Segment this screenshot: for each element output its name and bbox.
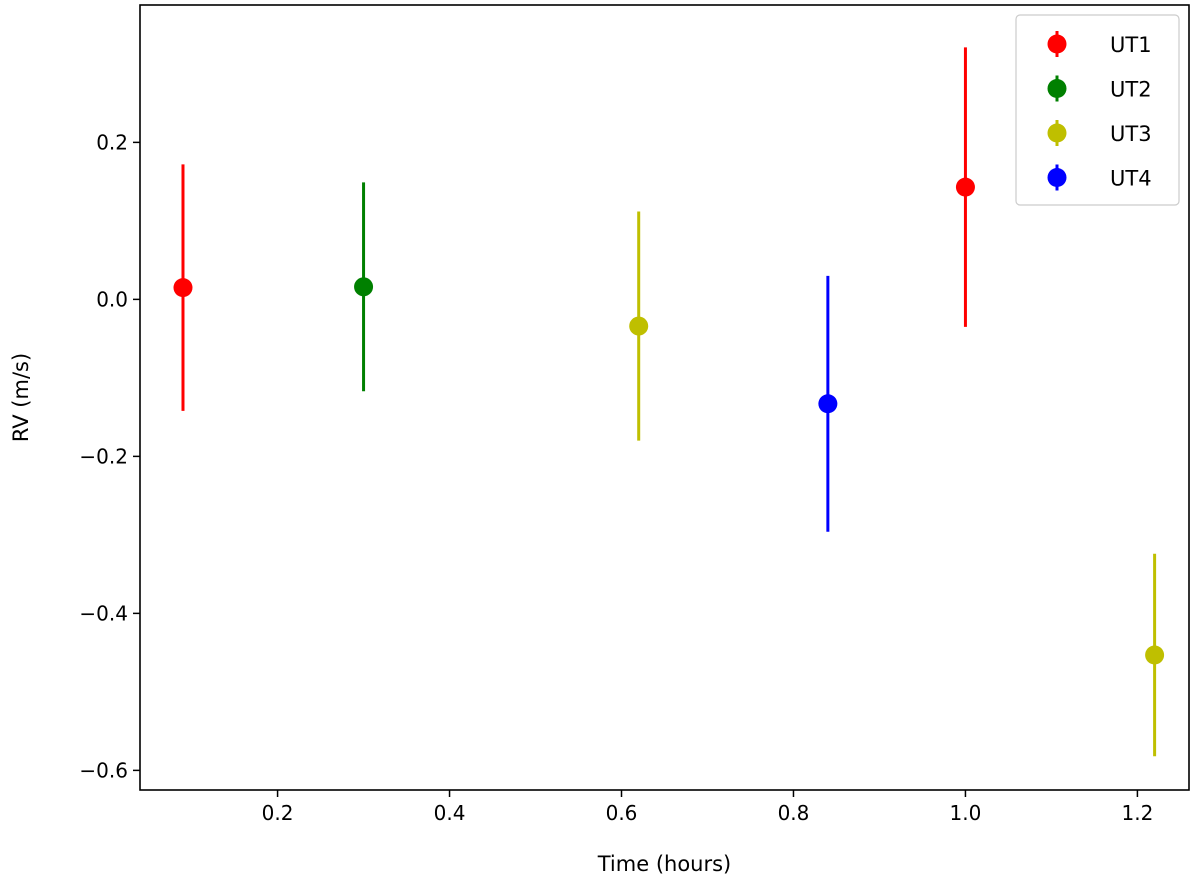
legend-label: UT4 (1110, 167, 1152, 191)
data-point (354, 277, 374, 297)
x-tick-label: 0.8 (778, 801, 810, 825)
legend-marker (1047, 123, 1067, 143)
y-tick-label: −0.4 (79, 601, 128, 625)
legend: UT1 UT2 UT3 UT4 (1015, 14, 1180, 206)
legend-box (1015, 14, 1180, 206)
x-tick-label: 0.4 (434, 801, 466, 825)
data-point (818, 394, 838, 414)
data-point (955, 177, 975, 197)
y-tick-label: 0.0 (96, 287, 128, 311)
x-tick-label: 0.6 (606, 801, 638, 825)
y-tick-label: −0.2 (79, 444, 128, 468)
data-point (173, 278, 193, 298)
legend-label: UT3 (1110, 122, 1152, 146)
data-point (1145, 645, 1165, 665)
legend-marker (1047, 79, 1067, 98)
series-ut4 (818, 275, 838, 532)
legend-label: UT2 (1110, 78, 1152, 102)
y-tick-label: −0.6 (79, 758, 128, 782)
data-point (629, 316, 649, 336)
x-axis-label: Time (hours) (597, 852, 732, 876)
x-axis: 0.2 0.4 0.6 0.8 1.0 1.2 (262, 790, 1154, 825)
plot-frame (139, 4, 1190, 791)
series-ut3 (629, 211, 1165, 757)
x-tick-label: 1.0 (950, 801, 982, 825)
y-axis: 0.2 0.0 −0.2 −0.4 −0.6 (79, 130, 140, 782)
legend-label: UT1 (1110, 33, 1152, 57)
legend-marker (1047, 168, 1067, 187)
series-ut2 (354, 182, 374, 392)
y-axis-label: RV (m/s) (9, 353, 33, 442)
y-tick-label: 0.2 (96, 130, 128, 154)
x-tick-label: 1.2 (1122, 801, 1154, 825)
series-ut1 (173, 47, 975, 411)
legend-marker (1047, 34, 1067, 54)
x-tick-label: 0.2 (262, 801, 294, 825)
chart-marks (173, 47, 1165, 757)
